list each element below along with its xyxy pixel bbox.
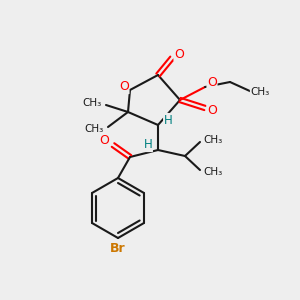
Text: O: O [207, 76, 217, 89]
Text: CH₃: CH₃ [250, 87, 270, 97]
Text: CH₃: CH₃ [82, 98, 102, 108]
Text: CH₃: CH₃ [203, 167, 223, 177]
Text: CH₃: CH₃ [203, 135, 223, 145]
Text: H: H [144, 139, 152, 152]
Text: O: O [174, 47, 184, 61]
Text: H: H [164, 113, 172, 127]
Text: Br: Br [110, 242, 126, 256]
Text: O: O [207, 104, 217, 118]
Text: O: O [119, 80, 129, 94]
Text: O: O [99, 134, 109, 146]
Text: CH₃: CH₃ [84, 124, 104, 134]
